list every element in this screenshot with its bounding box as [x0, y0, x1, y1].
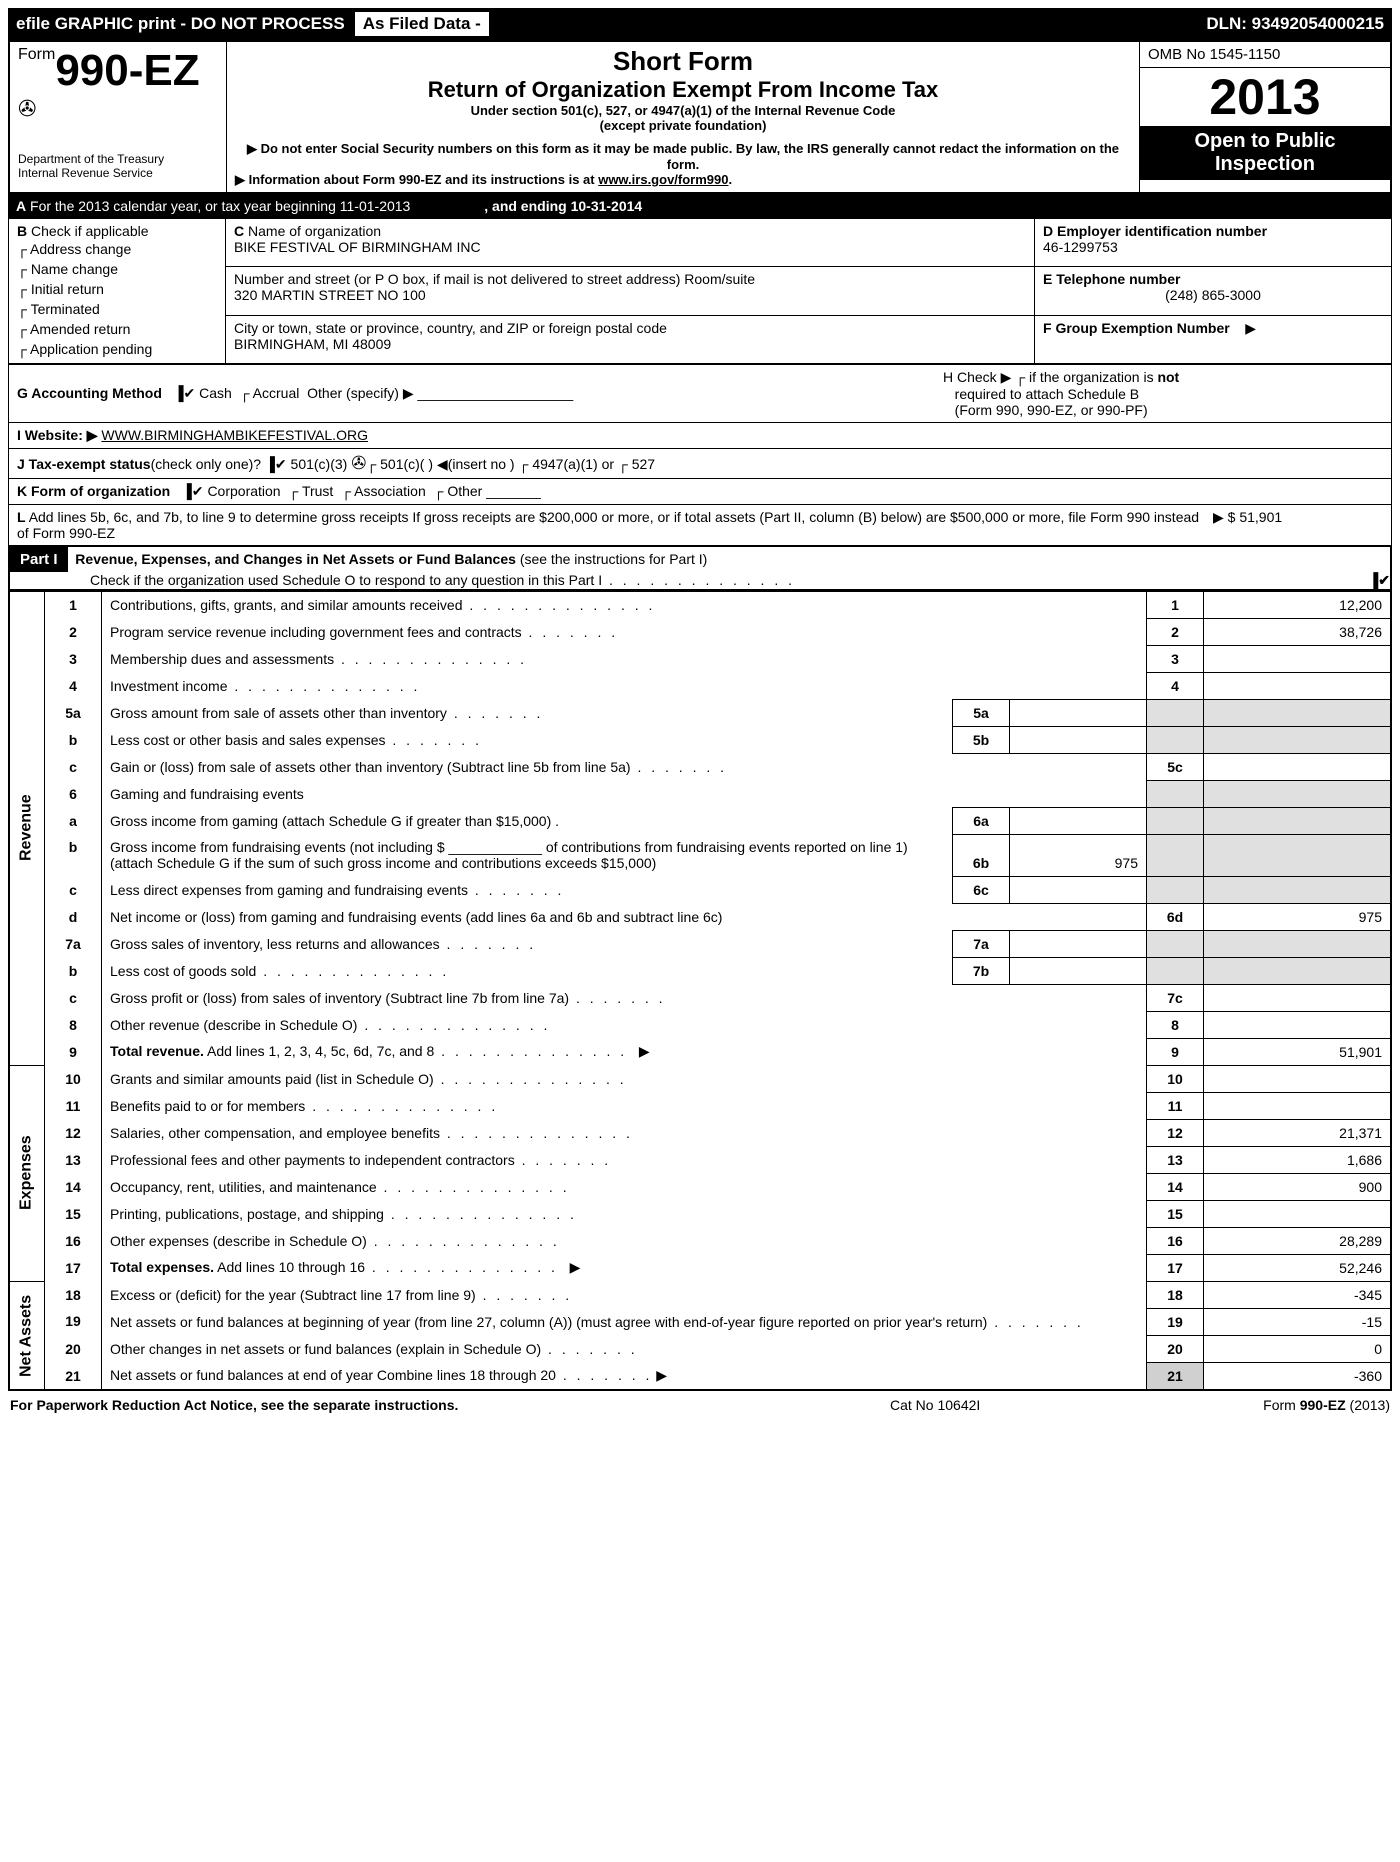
line21-amount: -360: [1204, 1362, 1392, 1390]
org-name: BIKE FESTIVAL OF BIRMINGHAM INC: [234, 239, 1026, 255]
line6d-amount: 975: [1204, 903, 1392, 930]
top-bar: efile GRAPHIC print - DO NOT PROCESS As …: [8, 8, 1392, 40]
under-section: Under section 501(c), 527, or 4947(a)(1)…: [235, 103, 1131, 118]
line17-amount: 52,246: [1204, 1254, 1392, 1281]
city-label: City or town, state or province, country…: [234, 320, 1026, 336]
row-b-checkboxes: ┌ Address change ┌ Name change ┌ Initial…: [17, 239, 217, 359]
lines-table: Revenue 1 Contributions, gifts, grants, …: [8, 590, 1392, 1391]
row-d-label: D Employer identification number: [1043, 223, 1267, 239]
as-filed-label: As Filed Data -: [355, 12, 489, 36]
sidebar-revenue: Revenue: [9, 591, 45, 1065]
short-form-title: Short Form: [235, 46, 1131, 77]
row-e-label: E Telephone number: [1043, 271, 1180, 287]
row-h-text1: H Check ▶: [943, 369, 1011, 385]
omb-no: OMB No 1545-1150: [1140, 42, 1390, 68]
row-b-label: B: [17, 223, 27, 239]
line16-amount: 28,289: [1204, 1227, 1392, 1254]
open-line1: Open to Public: [1144, 130, 1386, 153]
row-a-label: A: [16, 198, 26, 214]
footer-mid: Cat No 10642I: [890, 1397, 1190, 1413]
header-table: Form990-EZ ✇ Department of the Treasury …: [8, 40, 1392, 194]
form-number: 990-EZ: [55, 46, 199, 96]
row-a: A For the 2013 calendar year, or tax yea…: [8, 194, 1392, 218]
footer-left: For Paperwork Reduction Act Notice, see …: [10, 1397, 890, 1413]
sidebar-netassets: Net Assets: [9, 1281, 45, 1390]
row-f-label: F Group Exemption Number: [1043, 320, 1230, 336]
row-j: J Tax-exempt status(check only one)? ▐✔ …: [8, 449, 1392, 479]
open-line2: Inspection: [1144, 153, 1386, 176]
street-label: Number and street (or P O box, if mail i…: [234, 271, 1026, 287]
sidebar-expenses: Expenses: [9, 1065, 45, 1281]
line1-amount: 12,200: [1204, 591, 1392, 619]
accrual-check: ┌: [240, 385, 250, 401]
row-a-ending: , and ending 10-31-2014: [484, 198, 642, 214]
line6b-amount: 975: [1010, 834, 1147, 876]
row-g-label: G Accounting Method: [17, 385, 162, 401]
org-info-grid: B Check if applicable ┌ Address change ┌…: [8, 218, 1392, 364]
dept-treasury: Department of the Treasury: [18, 152, 218, 166]
line14-amount: 900: [1204, 1173, 1392, 1200]
line19-amount: -15: [1204, 1308, 1392, 1335]
part1-header: Part I Revenue, Expenses, and Changes in…: [8, 546, 1392, 590]
info-about: ▶ Information about Form 990-EZ and its …: [235, 172, 1131, 188]
tax-year: 2013: [1140, 68, 1390, 126]
row-a-text: For the 2013 calendar year, or tax year …: [30, 198, 410, 214]
line12-amount: 21,371: [1204, 1119, 1392, 1146]
line9-amount: 51,901: [1204, 1038, 1392, 1065]
gross-receipts: ▶ $ 51,901: [1213, 509, 1383, 541]
ssn-notice: ▶ Do not enter Social Security numbers o…: [235, 141, 1131, 172]
phone: (248) 865-3000: [1043, 287, 1383, 303]
ein: 46-1299753: [1043, 239, 1383, 255]
open-to-public: Open to Public Inspection: [1140, 126, 1390, 180]
part1-label: Part I: [10, 547, 68, 572]
website-url[interactable]: WWW.BIRMINGHAMBIKEFESTIVAL.ORG: [101, 427, 368, 443]
line20-amount: 0: [1204, 1335, 1392, 1362]
dln-label: DLN: 93492054000215: [1206, 14, 1384, 34]
row-g-h: G Accounting Method ▐✔ Cash ┌ Accrual Ot…: [8, 364, 1392, 423]
row-c-label: C: [234, 223, 244, 239]
street: 320 MARTIN STREET NO 100: [234, 287, 1026, 303]
dept-irs: Internal Revenue Service: [18, 166, 218, 180]
except-pf: (except private foundation): [235, 118, 1131, 133]
return-title: Return of Organization Exempt From Incom…: [235, 77, 1131, 103]
cash-check: ▐✔: [174, 385, 196, 401]
row-k: K Form of organization ▐✔ Corporation ┌ …: [8, 479, 1392, 505]
row-i: I Website: ▶ WWW.BIRMINGHAMBIKEFESTIVAL.…: [8, 423, 1392, 449]
footer-right: Form 990-EZ (2013): [1190, 1397, 1390, 1413]
line18-amount: -345: [1204, 1281, 1392, 1308]
schedule-o-check: ▐✔: [1368, 572, 1390, 589]
efile-label: efile GRAPHIC print - DO NOT PROCESS: [16, 14, 345, 34]
line2-amount: 38,726: [1204, 619, 1392, 646]
row-b-heading: Check if applicable: [31, 223, 149, 239]
form-prefix: Form: [18, 46, 55, 63]
name-org-label: Name of organization: [248, 223, 381, 239]
info-url[interactable]: www.irs.gov/form990: [598, 172, 728, 187]
page-footer: For Paperwork Reduction Act Notice, see …: [8, 1391, 1392, 1419]
line13-amount: 1,686: [1204, 1146, 1392, 1173]
city: BIRMINGHAM, MI 48009: [234, 336, 1026, 352]
row-l: L Add lines 5b, 6c, and 7b, to line 9 to…: [8, 505, 1392, 546]
